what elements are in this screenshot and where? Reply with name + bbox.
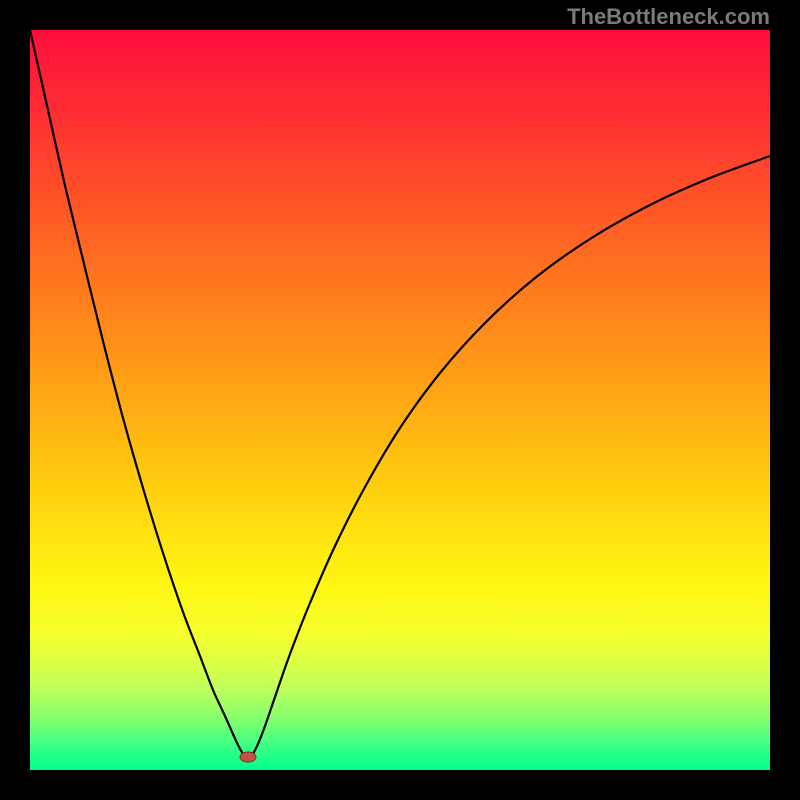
bottleneck-chart: TheBottleneck.com — [0, 0, 800, 800]
plot-background — [30, 30, 770, 770]
watermark-text: TheBottleneck.com — [567, 4, 770, 29]
minimum-marker — [240, 752, 256, 762]
